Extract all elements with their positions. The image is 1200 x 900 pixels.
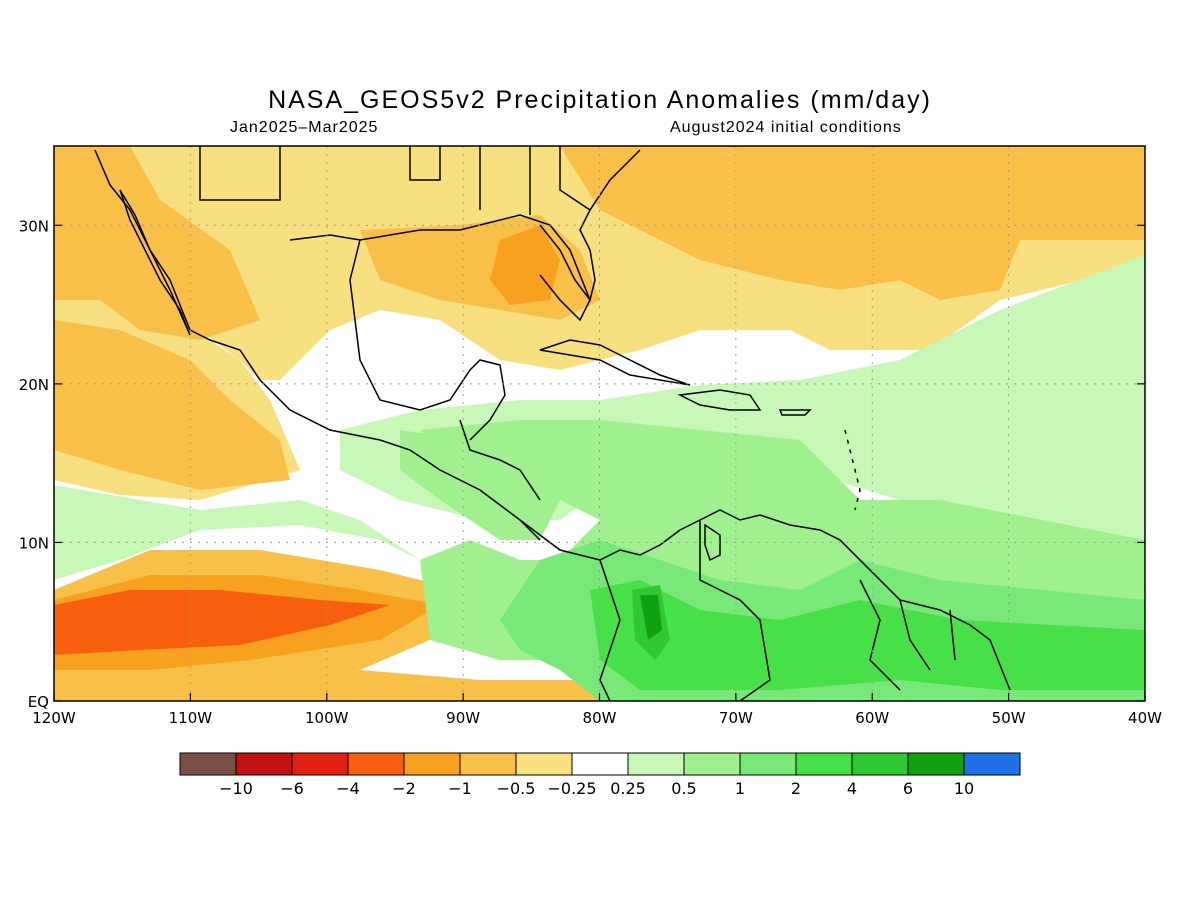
lon-tick-label: 50W [992,709,1026,727]
lon-tick-label: 110W [169,709,213,727]
lake-maracaibo [704,523,721,562]
guyana-borders [859,579,956,691]
dry-region-itcz-south-strong [54,590,390,655]
gridlines [54,146,1145,701]
wet-region-east-pacific-north [54,485,420,580]
colorbar-swatch [795,752,853,776]
map-title: NASA_GEOS5v2 Precipitation Anomalies (mm… [268,86,932,114]
colorbar-label: −1 [448,779,472,798]
colorbar-swatch [179,752,237,776]
wet-region-central-america [400,430,560,540]
lat-tick-label: 30N [19,217,49,235]
lon-tick-label: 90W [446,709,480,727]
central-america-borders [459,419,541,541]
dry-region-baja [54,146,260,340]
colorbar-label: −10 [219,779,253,798]
colorbar: −10 −6 −4 −2 −1 −0.5 −0.25 0.25 0.5 1 2 4 6 10 [179,752,1021,798]
colorbar-label: 2 [791,779,801,798]
baja-peninsula [119,189,191,336]
lon-tick-label: 120W [32,709,76,727]
anomaly-field [54,146,1145,701]
colorbar-swatch [459,752,517,776]
lat-tick-label: 20N [19,376,49,394]
colombia-venezuela-border [699,520,771,701]
dry-region-pacific-band [54,320,290,490]
colorbar-label: −0.25 [547,779,596,798]
colorbar-label: 0.25 [610,779,646,798]
colorbar-swatch [403,752,461,776]
colorbar-label: −0.5 [497,779,536,798]
lon-tick-label: 40W [1128,709,1162,727]
wet-region-colombia-peak [640,595,662,640]
colorbar-swatch [515,752,573,776]
colorbar-label: 1 [735,779,745,798]
colorbar-label: −4 [336,779,360,798]
wet-region-colombia-inner [590,580,1145,690]
colorbar-label: 4 [847,779,857,798]
us-state-borders [199,146,591,215]
colorbar-label: −6 [280,779,304,798]
longitude-axis: 120W 110W 100W 90W 80W 70W 60W 50W 40W [32,693,1162,727]
lesser-antilles [844,429,861,511]
puerto-rico [778,409,812,416]
colorbar-swatch [627,752,685,776]
lon-tick-label: 70W [719,709,753,727]
lon-tick-label: 60W [855,709,889,727]
valid-period: Jan2025–Mar2025 [230,119,379,136]
gulf-coast [289,214,591,441]
lon-tick-label: 80W [583,709,617,727]
lat-tick-label: EQ [28,693,49,711]
dry-region-atlantic-core [560,146,1145,300]
colorbar-label: 0.5 [671,779,696,798]
colorbar-swatch [347,752,405,776]
colorbar-swatch [963,752,1021,776]
hispaniola [677,389,762,411]
south-america-west [599,559,621,701]
coastlines [94,146,1011,701]
colorbar-swatch [683,752,741,776]
colorbar-label: −2 [392,779,416,798]
colorbar-label: 10 [954,779,974,798]
latitude-axis: EQ 10N 20N 30N [19,217,1145,711]
colorbar-swatch [851,752,909,776]
colorbar-label: 6 [903,779,913,798]
lat-tick-label: 10N [19,534,49,552]
lon-tick-label: 100W [305,709,349,727]
colorbar-swatch [235,752,293,776]
colorbar-swatch [291,752,349,776]
colorbar-swatch [739,752,797,776]
dry-region-gulf-strong [490,225,560,305]
colorbar-swatch [571,752,629,776]
colorbar-swatch [907,752,965,776]
initial-conditions: August2024 initial conditions [670,119,902,136]
cuba [539,339,691,386]
south-america-north [599,509,1011,691]
